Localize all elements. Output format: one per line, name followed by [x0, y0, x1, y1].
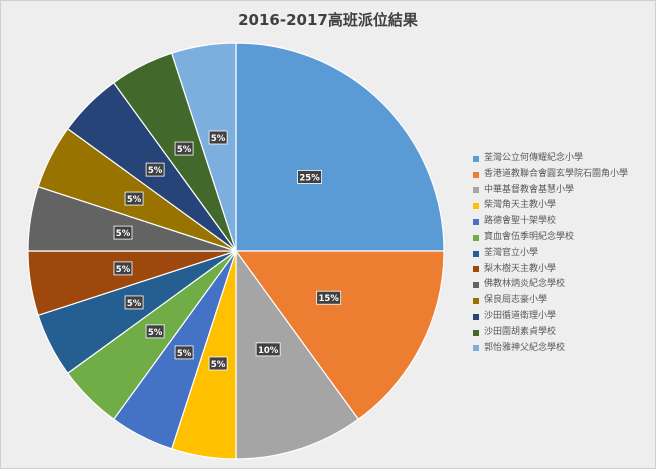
- legend-label: 香港道教聯合會圓玄學院石圍角小學: [484, 168, 629, 179]
- data-label-box: [208, 356, 228, 371]
- data-label-box: [174, 345, 194, 360]
- pie-slice: [170, 42, 237, 252]
- legend-label: 郭怡雅神父紀念學校: [484, 342, 566, 353]
- legend-swatch: [473, 171, 479, 178]
- legend-swatch: [473, 203, 479, 210]
- legend-label: 保良局志豪小學: [484, 295, 548, 306]
- data-label: 5%: [127, 195, 142, 205]
- legend-item: 香港道教聯合會圓玄學院石圍角小學: [473, 167, 653, 183]
- legend-item: 荃灣公立何傳耀紀念小學: [473, 151, 653, 167]
- legend-swatch: [473, 298, 479, 305]
- pie-slice: [234, 250, 445, 421]
- data-label-box: [316, 290, 342, 305]
- data-label-box: [208, 130, 228, 145]
- data-label-box: [145, 162, 165, 177]
- legend-swatch: [473, 155, 479, 162]
- legend-swatch: [473, 345, 479, 352]
- data-label: 5%: [211, 134, 226, 144]
- data-label-box: [113, 261, 133, 276]
- legend-item: 郭怡雅神父紀念學校: [473, 341, 653, 357]
- legend-item: 沙田圍胡素貞學校: [473, 325, 653, 341]
- legend-label: 沙田循道衛理小學: [484, 310, 557, 321]
- data-label: 5%: [177, 349, 192, 359]
- data-label: 5%: [148, 328, 163, 338]
- legend-label: 沙田圍胡素貞學校: [484, 326, 557, 337]
- legend-label: 梨木樹天主教小學: [484, 263, 557, 274]
- legend-item: 佛教林炳炎紀念學校: [473, 277, 653, 293]
- data-label-box: [297, 170, 322, 184]
- legend-swatch: [473, 219, 479, 226]
- legend-swatch: [473, 187, 479, 194]
- legend-label: 佛教林炳炎紀念學校: [484, 279, 566, 290]
- legend-item: 梨木樹天主教小學: [473, 262, 653, 278]
- legend-swatch: [473, 329, 479, 336]
- data-label-box: [124, 295, 144, 310]
- legend-item: 柴灣角天主教小學: [473, 198, 653, 214]
- legend-swatch: [473, 234, 479, 241]
- legend-item: 中華基督教會基慧小學: [473, 183, 653, 199]
- data-label: 10%: [258, 346, 279, 356]
- data-label: 5%: [127, 299, 142, 309]
- legend-item: 保良局志豪小學: [473, 293, 653, 309]
- data-label: 25%: [299, 173, 320, 183]
- legend-swatch: [473, 250, 479, 257]
- legend-label: 中華基督教會基慧小學: [484, 184, 575, 195]
- legend-swatch: [473, 282, 479, 289]
- legend-label: 路德會聖十架學校: [484, 216, 557, 227]
- legend-swatch: [473, 266, 479, 273]
- legend-item: 沙田循道衛理小學: [473, 309, 653, 325]
- data-label-box: [255, 342, 281, 357]
- data-label: 5%: [177, 145, 192, 155]
- pie-slice: [235, 42, 445, 252]
- data-label: 5%: [148, 166, 163, 176]
- chart-legend: 荃灣公立何傳耀紀念小學香港道教聯合會圓玄學院石圍角小學 中華基督教會基慧小學 柴灣角…: [473, 151, 653, 356]
- data-label-box: [113, 225, 133, 240]
- data-label: 5%: [116, 265, 131, 275]
- chart-title: 2016-2017高班派位結果: [238, 11, 418, 29]
- legend-item: 寶血會伍季明紀念學校: [473, 230, 653, 246]
- legend-label: 荃灣官立小學: [484, 247, 539, 258]
- legend-swatch: [473, 313, 479, 320]
- data-label: 15%: [318, 294, 339, 304]
- legend-label: 柴灣角天主教小學: [484, 200, 557, 211]
- data-label-box: [174, 141, 194, 156]
- data-label: 5%: [211, 360, 226, 370]
- data-label-box: [145, 324, 165, 339]
- data-label-box: [124, 191, 144, 206]
- legend-label: 寶血會伍季明紀念學校: [484, 231, 575, 242]
- legend-label: 荃灣公立何傳耀紀念小學: [484, 153, 584, 163]
- data-label: 5%: [116, 229, 131, 239]
- pie-slice: [235, 249, 360, 460]
- legend-item: 荃灣官立小學: [473, 246, 653, 262]
- legend-item: 路德會聖十架學校: [473, 214, 653, 230]
